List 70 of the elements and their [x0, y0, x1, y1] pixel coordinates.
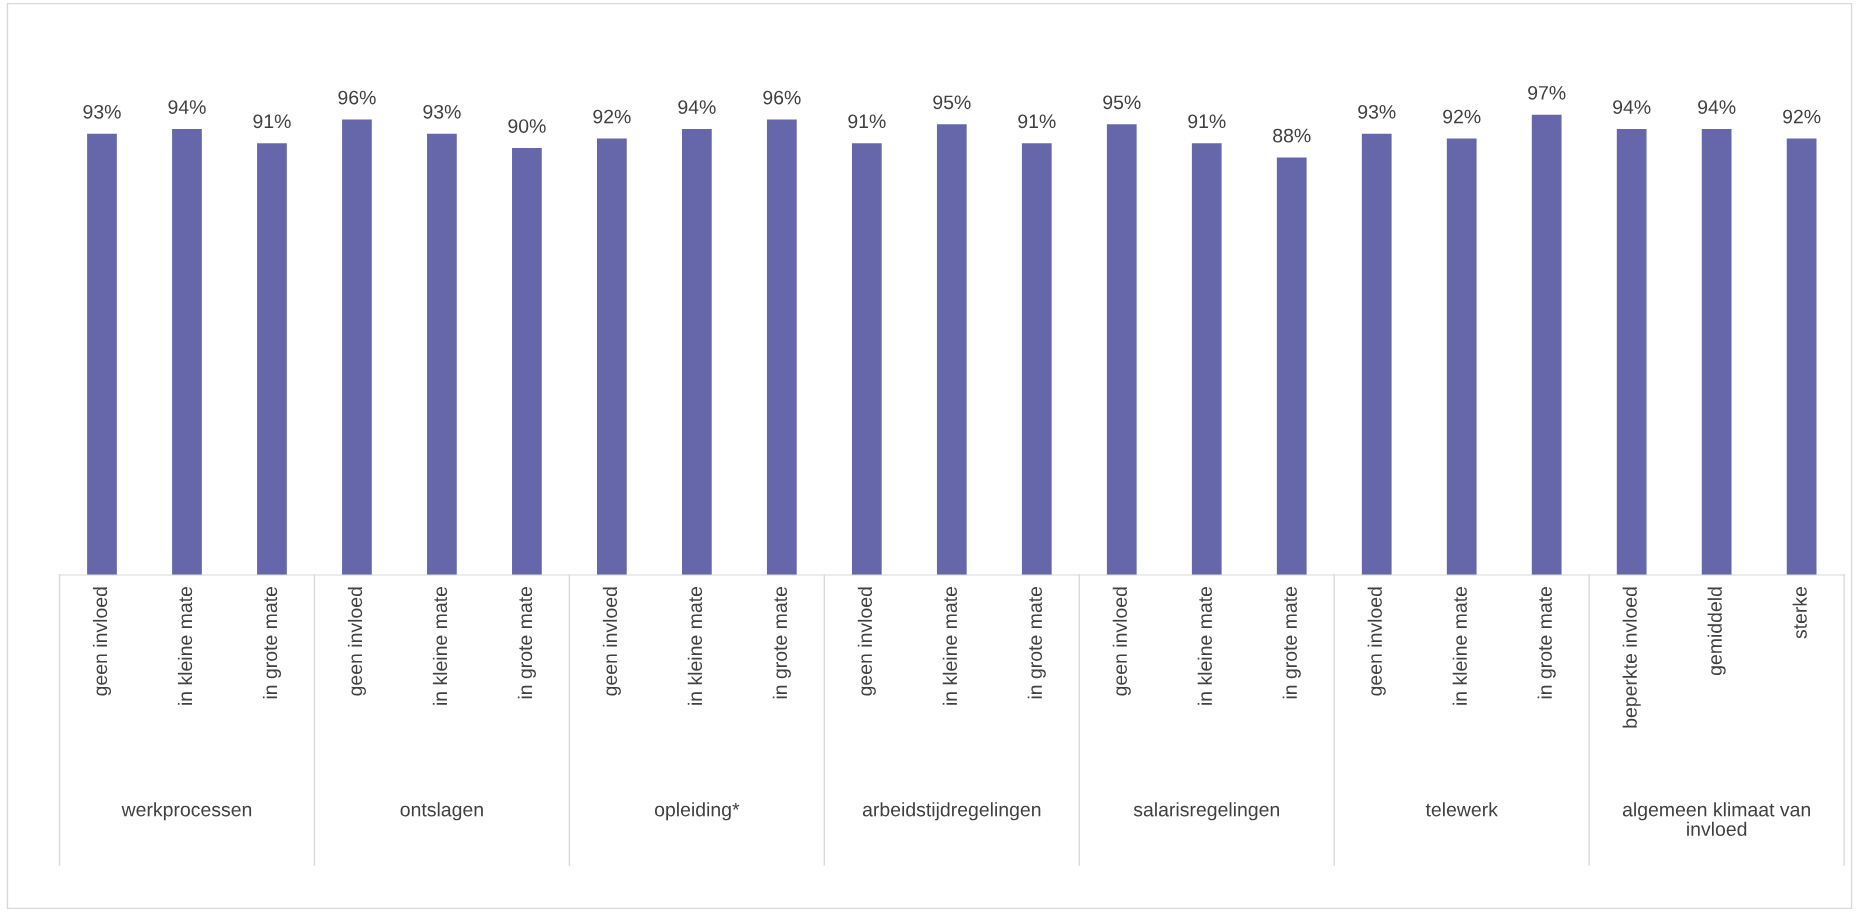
data-label: 94%	[678, 100, 716, 114]
bar	[172, 128, 202, 576]
text: algemeen klimaat van invloed	[1622, 802, 1810, 837]
data-label: 94%	[168, 100, 206, 114]
text: telewerk	[1425, 802, 1498, 817]
bar	[1106, 124, 1137, 576]
bar	[427, 133, 457, 576]
bar	[851, 143, 882, 576]
data-label: 93%	[1358, 104, 1396, 119]
data-label: 93%	[423, 104, 461, 119]
data-label: 95%	[1103, 95, 1141, 110]
x-tick-label: beperkte invloed	[1622, 587, 1641, 728]
x-tick-label: in grote mate	[1282, 586, 1301, 699]
bar	[1531, 114, 1562, 576]
x-tick-label: in grote mate	[1537, 586, 1556, 699]
x-tick-label: sterke	[1792, 586, 1807, 639]
x-tick-label: geen invloed	[857, 587, 876, 696]
x-tick-label: in grote mate	[262, 586, 282, 699]
bar	[257, 143, 287, 576]
bar	[936, 124, 967, 576]
data-label: 92%	[1443, 109, 1481, 124]
bar	[1786, 138, 1817, 576]
bar	[1616, 128, 1647, 576]
bar	[512, 147, 542, 576]
bar	[766, 119, 797, 576]
data-label: 94%	[1613, 100, 1651, 114]
x-tick-label: geen invloed	[602, 587, 621, 696]
x-tick-label: in kleine mate	[432, 586, 448, 705]
data-label: 88%	[1273, 128, 1311, 143]
data-label: 94%	[1698, 100, 1736, 114]
bar	[597, 138, 627, 576]
x-tick-label: geen invloed	[1367, 587, 1386, 696]
data-label: 96%	[763, 90, 801, 105]
data-label: 90%	[508, 119, 546, 133]
data-label: 91%	[1018, 114, 1056, 129]
text: salarisregelingen	[1133, 802, 1279, 821]
x-tick-label: gemiddeld	[1707, 587, 1726, 676]
bar	[1361, 133, 1392, 576]
text: ontslagen	[400, 802, 483, 821]
text: opleiding*	[654, 802, 740, 821]
x-tick-label: in kleine mate	[942, 586, 958, 705]
bar	[87, 133, 117, 576]
bar	[1276, 157, 1307, 576]
x-tick-label: in grote mate	[517, 586, 536, 699]
x-tick-label: geen invloed	[92, 587, 112, 696]
x-tick-label: in grote mate	[772, 586, 791, 699]
text: werkprocessen	[121, 802, 252, 821]
data-label: 93%	[83, 104, 121, 119]
bar	[681, 128, 712, 576]
data-label: 95%	[933, 95, 971, 110]
data-label: 91%	[253, 114, 291, 129]
bar	[342, 119, 372, 576]
x-tick-label: geen invloed	[1112, 587, 1131, 696]
data-label: 91%	[848, 114, 886, 129]
data-label: 96%	[338, 90, 376, 105]
x-tick-label: in kleine mate	[1197, 586, 1212, 705]
data-label: 97%	[1528, 85, 1566, 100]
x-tick-label: in kleine mate	[687, 586, 703, 705]
x-tick-label: in grote mate	[1027, 586, 1046, 699]
data-label: 92%	[593, 109, 631, 124]
bar	[1701, 128, 1732, 576]
bar	[1191, 143, 1222, 576]
data-label: 91%	[1188, 114, 1226, 129]
data-label: 92%	[1783, 109, 1821, 124]
text: arbeidstijdregelingen	[862, 802, 1041, 821]
x-tick-label: in kleine mate	[1452, 586, 1467, 705]
bar	[1021, 143, 1052, 576]
x-tick-label: geen invloed	[347, 587, 366, 696]
bar	[1446, 138, 1477, 576]
x-tick-label: in kleine mate	[177, 586, 193, 705]
